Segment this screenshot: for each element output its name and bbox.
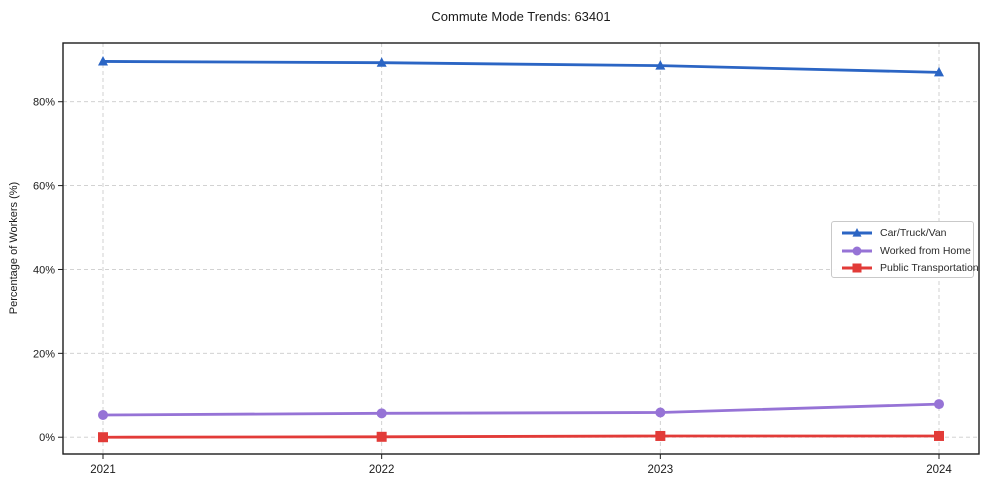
square-marker	[98, 432, 108, 443]
x-tick-label: 2022	[369, 464, 395, 476]
legend-swatch-svg	[842, 263, 872, 273]
square-marker	[852, 263, 862, 273]
triangle-marker	[852, 227, 862, 237]
series-line-public-transportation	[101, 434, 941, 439]
circle-marker	[934, 399, 944, 410]
triangle-marker	[934, 66, 944, 77]
y-tick-label: 40%	[33, 264, 55, 276]
legend-label-worked-from-home: Worked from Home	[880, 244, 971, 257]
circle-marker	[98, 409, 108, 420]
triangle-marker	[98, 55, 108, 66]
y-tick-label: 60%	[33, 181, 55, 193]
circle-marker	[376, 408, 387, 419]
series-line-car-truck-van	[101, 60, 941, 74]
x-tick-label: 2024	[926, 464, 952, 476]
triangle-marker	[655, 60, 666, 70]
square-marker	[934, 430, 944, 441]
circle-marker	[655, 407, 666, 418]
legend-marker-car-truck-van-icon	[841, 227, 873, 239]
series-line-worked-from-home	[101, 402, 941, 417]
legend-item-public-transportation: Public Transportation	[841, 259, 979, 277]
legend: Car/Truck/Van Worked from Home Public Tr…	[831, 221, 979, 278]
x-tick-label: 2023	[648, 464, 674, 476]
circle-marker	[852, 246, 862, 255]
plot-border	[62, 42, 980, 455]
chart-title: Commute Mode Trends: 63401	[431, 9, 611, 24]
y-tick-label: 0%	[39, 432, 55, 444]
legend-item-worked-from-home: Worked from Home	[841, 242, 973, 260]
legend-swatch-svg	[842, 246, 872, 255]
y-tick-label: 80%	[33, 97, 55, 109]
legend-label-car-truck-van: Car/Truck/Van	[880, 226, 947, 239]
legend-item-car-truck-van: Car/Truck/Van	[841, 224, 973, 242]
square-marker	[376, 431, 387, 442]
legend-marker-public-transportation-icon	[841, 262, 873, 274]
triangle-marker	[376, 57, 387, 67]
square-marker	[655, 430, 666, 441]
legend-marker-worked-from-home-icon	[841, 245, 873, 257]
legend-label-public-transportation: Public Transportation	[880, 262, 979, 275]
y-tick-label: 20%	[33, 348, 55, 360]
legend-swatch-svg	[842, 227, 872, 237]
x-tick-label: 2021	[90, 464, 116, 476]
